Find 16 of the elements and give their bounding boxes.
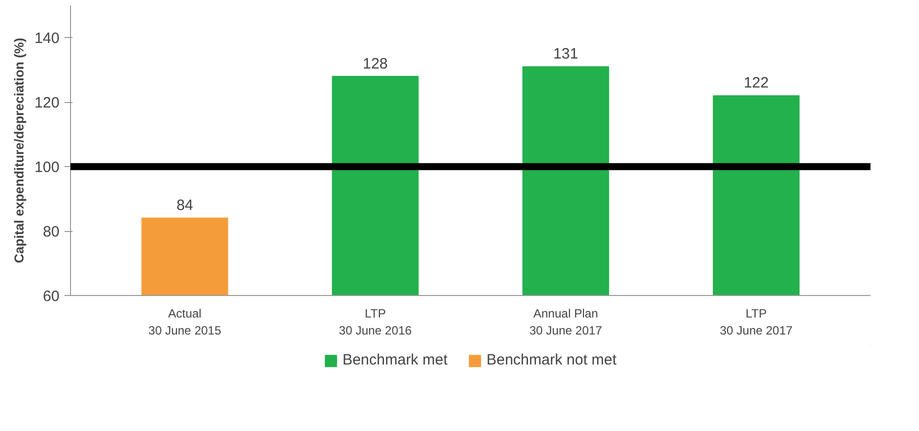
y-tick-label: 60 — [42, 288, 60, 305]
x-tick-label: Annual Plan 30 June 2017 — [529, 306, 602, 338]
legend-label: Benchmark met — [342, 352, 448, 368]
data-label: 84 — [176, 197, 194, 214]
y-tick-label: 120 — [34, 94, 60, 112]
y-axis-title: Capital expenditure/depreciation (%) — [11, 38, 26, 264]
x-tick-label: LTP 30 June 2017 — [720, 306, 793, 338]
legend-label: Benchmark not met — [486, 352, 617, 368]
y-tick-label: 80 — [42, 224, 60, 241]
x-tick-label: Actual 30 June 2015 — [148, 306, 222, 338]
x-tick-label: LTP 30 June 2016 — [338, 306, 412, 338]
data-label: 128 — [362, 55, 388, 72]
data-label: 122 — [744, 74, 769, 92]
data-label: 131 — [553, 46, 578, 63]
y-tick-label: 140 — [34, 30, 60, 48]
y-tick-label: 100 — [34, 159, 60, 176]
